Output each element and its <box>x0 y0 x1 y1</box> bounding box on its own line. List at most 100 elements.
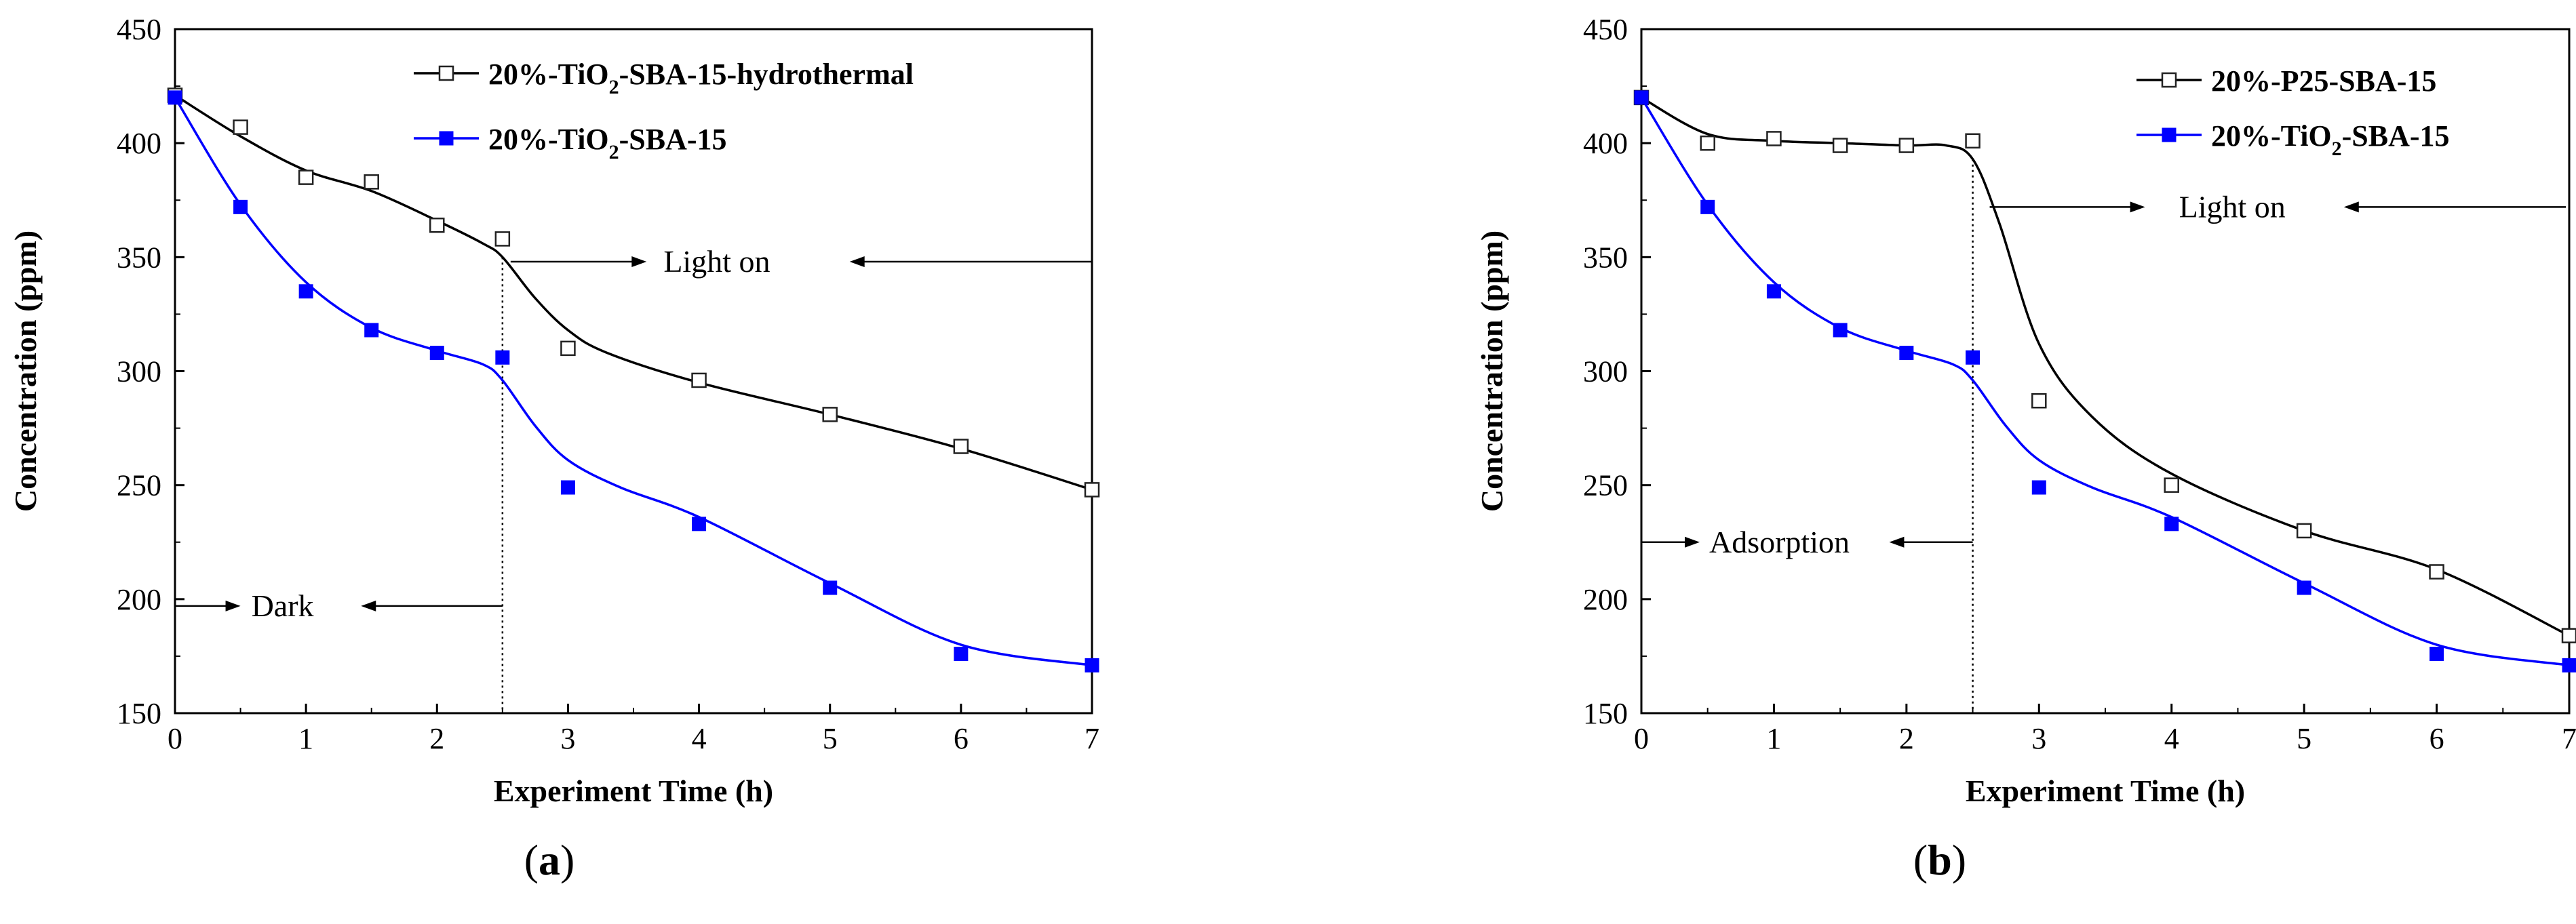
series-0-point <box>822 407 838 422</box>
dark-left-arrow-head <box>361 600 376 611</box>
y-tick-label: 400 <box>117 127 161 160</box>
legend-1-marker <box>439 131 454 146</box>
panel-label-close-paren: ) <box>1952 836 1966 884</box>
x-axis-title: Experiment Time (h) <box>494 774 773 808</box>
adsorption-label: Adsorption <box>1709 525 1850 559</box>
panel-label: (b) <box>1913 836 1966 884</box>
x-tick-label: 7 <box>1085 722 1099 755</box>
dark-right-arrow-head <box>225 600 241 611</box>
x-tick-label: 1 <box>1766 722 1781 755</box>
x-tick-label: 5 <box>823 722 838 755</box>
series-1-point <box>823 580 838 595</box>
series-1-point <box>1833 323 1848 338</box>
x-tick-label: 3 <box>2031 722 2046 755</box>
x-tick-label: 2 <box>1899 722 1914 755</box>
series-1-point <box>1966 350 1980 365</box>
y-tick-label: 150 <box>1583 697 1628 730</box>
series-0-point <box>1898 138 1915 153</box>
light-on-label: Light on <box>663 244 770 279</box>
legend-0-label-main: 20%-TiO <box>488 58 609 91</box>
series-1-point <box>364 323 379 338</box>
x-tick-label: 4 <box>2164 722 2179 755</box>
series-0-point <box>364 174 379 190</box>
series-1-point <box>692 517 707 531</box>
legend-0-marker <box>2161 72 2177 88</box>
series-0-point <box>429 217 445 233</box>
series-1-point <box>429 346 444 361</box>
panel-label-open-paren: ( <box>524 836 539 884</box>
y-axis-title: Concentration (ppm) <box>1475 230 1509 512</box>
series-0-fit-line <box>174 94 1093 491</box>
y-tick-label: 200 <box>117 583 161 616</box>
series-1-point <box>2429 647 2444 662</box>
series-0-point <box>298 169 314 185</box>
series-1-point <box>233 199 248 214</box>
series-0-point <box>1766 131 1782 146</box>
y-tick-label: 250 <box>1583 469 1628 502</box>
x-tick-label: 3 <box>560 722 575 755</box>
light-on-left-arrow-head <box>2343 201 2359 213</box>
y-tick-label: 350 <box>1583 241 1628 274</box>
series-1-point <box>1085 658 1099 672</box>
legend-1-marker <box>2162 127 2177 142</box>
y-tick-label: 300 <box>1583 355 1628 388</box>
y-tick-label: 250 <box>117 469 161 502</box>
x-tick-label: 1 <box>298 722 313 755</box>
legend-0-label-subscript: 2 <box>609 76 619 98</box>
series-0-point <box>494 231 511 247</box>
panel-label-letter: b <box>1928 836 1952 884</box>
dark-label: Dark <box>252 588 314 623</box>
panel-label-open-paren: ( <box>1913 836 1928 884</box>
y-tick-label: 300 <box>117 355 161 388</box>
x-tick-label: 5 <box>2297 722 2311 755</box>
panel-label: (a) <box>524 836 575 884</box>
light-on-label: Light on <box>2179 189 2286 224</box>
series-0-point <box>691 372 707 388</box>
series-1-point <box>2297 580 2311 595</box>
series-0-point <box>2031 393 2047 409</box>
legend-0-label-rest: -SBA-15-hydrothermal <box>619 58 914 91</box>
legend-1-label-rest: -SBA-15 <box>619 123 727 156</box>
legend-0-marker <box>438 65 454 81</box>
series-1-point <box>954 647 969 662</box>
series-1-point <box>560 480 575 495</box>
light-on-right-arrow-head <box>631 256 647 268</box>
series-0-point <box>233 119 248 135</box>
series-0-point <box>1084 482 1100 498</box>
series-1-point <box>1899 346 1914 361</box>
series-0-point <box>1700 135 1715 151</box>
series-1-fit-line <box>1640 96 2570 667</box>
x-axis-title: Experiment Time (h) <box>1966 774 2245 808</box>
x-tick-label: 0 <box>168 722 182 755</box>
panel-label-close-paren: ) <box>560 836 574 884</box>
series-0-point <box>2296 523 2312 539</box>
y-tick-label: 400 <box>1583 127 1628 160</box>
x-tick-label: 7 <box>2562 722 2576 755</box>
panel-a-chart: 0 1 2 3 4 5 6 7 150 200 250 300 350 400 450 Experiment … <box>8 13 1100 884</box>
panel-b-chart: 0 1 2 3 4 5 6 7 150 200 250 300 350 400 450 Experiment … <box>1475 13 2576 884</box>
x-tick-label: 6 <box>2429 722 2444 755</box>
series-1-point <box>298 284 313 299</box>
x-tick-label: 4 <box>692 722 707 755</box>
legend-0-label: 20%-TiO2-SBA-15-hydrothermal <box>488 58 914 98</box>
legend-1-label-subscript: 2 <box>609 141 619 163</box>
legend-0-label-main: 20%-P25-SBA-15 <box>2211 64 2436 98</box>
y-tick-label: 200 <box>1583 583 1628 616</box>
x-tick-label: 2 <box>429 722 444 755</box>
y-tick-label: 450 <box>1583 13 1628 46</box>
legend-1-label: 20%-TiO2-SBA-15 <box>2211 119 2450 160</box>
legend-1-label: 20%-TiO2-SBA-15 <box>488 123 727 163</box>
series-1-point <box>2562 658 2576 672</box>
series-0-point <box>1965 133 1980 149</box>
series-1-fit-line <box>174 96 1093 667</box>
series-1-point <box>2031 480 2046 495</box>
panel-label-letter: a <box>539 836 560 884</box>
series-1-point <box>1700 199 1715 214</box>
x-tick-label: 0 <box>1634 722 1649 755</box>
light-on-right-arrow-head <box>2130 201 2145 213</box>
legend-1-label-subscript: 2 <box>2332 138 2342 160</box>
series-0-point <box>2164 477 2179 493</box>
y-axis-title: Concentration (ppm) <box>8 230 43 512</box>
legend-1-label-rest: -SBA-15 <box>2342 119 2450 153</box>
